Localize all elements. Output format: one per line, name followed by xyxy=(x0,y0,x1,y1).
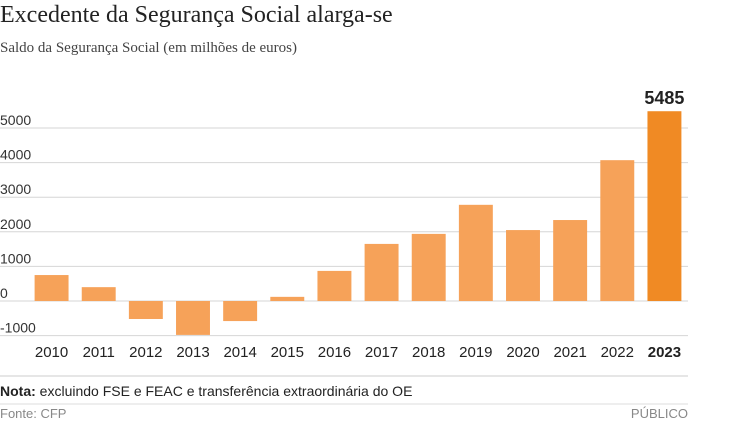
chart-title: Excedente da Segurança Social alarga-se xyxy=(0,2,393,28)
y-tick-label: 2000 xyxy=(0,216,31,232)
x-tick-label: 2022 xyxy=(601,344,634,361)
note: Nota: excluindo FSE e FEAC e transferênc… xyxy=(0,383,412,399)
data-label: 5485 xyxy=(644,88,684,108)
x-tick-label: 2021 xyxy=(553,344,586,361)
note-text: excluindo FSE e FEAC e transferência ext… xyxy=(40,383,413,399)
bar xyxy=(270,296,305,301)
bar xyxy=(600,160,635,301)
chart-subtitle: Saldo da Segurança Social (em milhões de… xyxy=(0,40,297,56)
bar xyxy=(647,111,682,302)
x-tick-label: 2010 xyxy=(35,344,68,361)
x-tick-label: 2018 xyxy=(412,344,445,361)
publisher: PÚBLICO xyxy=(631,406,688,421)
y-tick-label: -1000 xyxy=(0,320,36,336)
bar xyxy=(81,287,116,301)
bar xyxy=(458,204,493,301)
x-tick-label: 2012 xyxy=(129,344,162,361)
bar xyxy=(176,301,210,335)
bar xyxy=(317,270,352,301)
y-tick-label: 0 xyxy=(0,285,8,301)
note-label: Nota: xyxy=(0,383,36,399)
y-tick-label: 4000 xyxy=(0,147,31,163)
y-tick-label: 3000 xyxy=(0,181,31,197)
x-tick-label: 2014 xyxy=(223,344,256,361)
source: Fonte: CFP xyxy=(0,406,66,421)
bar xyxy=(34,275,69,301)
y-tick-label: 5000 xyxy=(0,112,31,128)
y-tick-label: 1000 xyxy=(0,250,31,266)
x-tick-label: 2016 xyxy=(318,344,351,361)
bar xyxy=(411,233,446,301)
x-tick-label: 2020 xyxy=(506,344,539,361)
x-tick-label: 2013 xyxy=(176,344,209,361)
x-tick-label: 2017 xyxy=(365,344,398,361)
bar xyxy=(364,243,399,301)
bar xyxy=(506,230,540,301)
x-tick-label: 2015 xyxy=(271,344,304,361)
x-tick-label: 2023 xyxy=(648,344,681,361)
bar xyxy=(223,301,258,322)
bar xyxy=(553,220,588,301)
x-tick-label: 2011 xyxy=(83,344,115,361)
x-tick-label: 2019 xyxy=(459,344,492,361)
bar xyxy=(128,301,163,319)
